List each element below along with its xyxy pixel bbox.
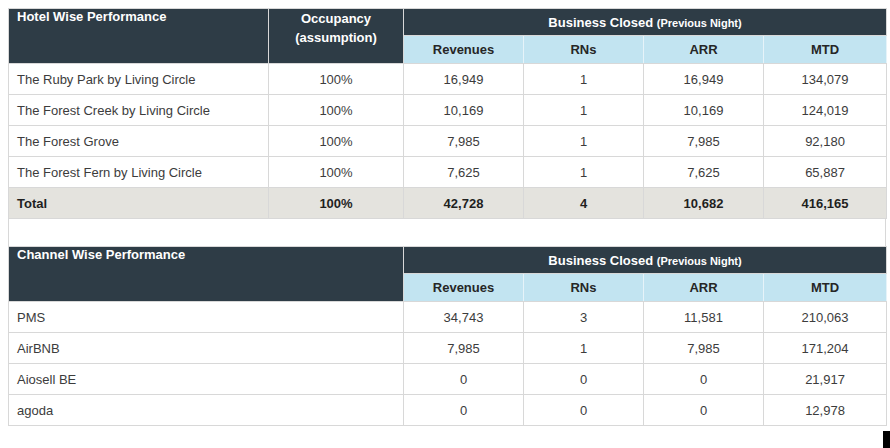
spacer-row xyxy=(8,219,886,246)
mtd-cell: 21,917 xyxy=(764,364,887,395)
revenues-cell: 0 xyxy=(404,395,524,426)
arr-cell: 16,949 xyxy=(644,64,764,95)
table-row: The Forest Fern by Living Circle 100% 7,… xyxy=(9,157,887,188)
channel-name-cell: Aiosell BE xyxy=(9,364,404,395)
table-row: The Forest Creek by Living Circle 100% 1… xyxy=(9,95,887,126)
mtd-cell: 92,180 xyxy=(764,126,887,157)
column-header-rns: RNs xyxy=(524,274,644,302)
previous-night-note: (Previous Night) xyxy=(657,255,742,267)
total-revenues-cell: 42,728 xyxy=(404,188,524,219)
occupancy-cell: 100% xyxy=(269,64,404,95)
revenues-cell: 10,169 xyxy=(404,95,524,126)
rns-cell: 0 xyxy=(524,364,644,395)
hotel-name-cell: The Forest Fern by Living Circle xyxy=(9,157,269,188)
hotel-name-cell: The Forest Creek by Living Circle xyxy=(9,95,269,126)
table-row: The Ruby Park by Living Circle 100% 16,9… xyxy=(9,64,887,95)
column-header-revenues: Revenues xyxy=(404,274,524,302)
rns-cell: 1 xyxy=(524,126,644,157)
mtd-cell: 134,079 xyxy=(764,64,887,95)
previous-night-note: (Previous Night) xyxy=(657,17,742,29)
arr-cell: 7,985 xyxy=(644,333,764,364)
channel-performance-table: Channel Wise Performance Business Closed… xyxy=(8,246,887,426)
rns-cell: 0 xyxy=(524,395,644,426)
rns-cell: 1 xyxy=(524,333,644,364)
mtd-cell: 124,019 xyxy=(764,95,887,126)
column-header-mtd: MTD xyxy=(764,36,887,64)
occupancy-column-header: Occupancy (assumption) xyxy=(269,9,404,64)
revenues-cell: 7,625 xyxy=(404,157,524,188)
column-header-arr: ARR xyxy=(644,36,764,64)
hotel-table-title: Hotel Wise Performance xyxy=(9,9,269,64)
total-occupancy-cell: 100% xyxy=(269,188,404,219)
rns-cell: 3 xyxy=(524,302,644,333)
business-closed-group-header: Business Closed (Previous Night) xyxy=(404,247,887,274)
revenues-cell: 7,985 xyxy=(404,333,524,364)
occupancy-header-line2: (assumption) xyxy=(277,28,395,47)
total-rns-cell: 4 xyxy=(524,188,644,219)
revenues-cell: 34,743 xyxy=(404,302,524,333)
business-closed-label: Business Closed xyxy=(548,253,653,268)
business-closed-group-header: Business Closed (Previous Night) xyxy=(404,9,887,36)
mtd-cell: 65,887 xyxy=(764,157,887,188)
arr-cell: 0 xyxy=(644,395,764,426)
channel-name-cell: agoda xyxy=(9,395,404,426)
column-header-arr: ARR xyxy=(644,274,764,302)
arr-cell: 11,581 xyxy=(644,302,764,333)
table-row: AirBNB 7,985 1 7,985 171,204 xyxy=(9,333,887,364)
mtd-cell: 171,204 xyxy=(764,333,887,364)
hotel-name-cell: The Forest Grove xyxy=(9,126,269,157)
hotel-table-header-row: Hotel Wise Performance Occupancy (assump… xyxy=(9,9,887,36)
cropped-black-artifact xyxy=(883,431,890,448)
channel-table-title: Channel Wise Performance xyxy=(9,247,404,302)
channel-name-cell: AirBNB xyxy=(9,333,404,364)
occupancy-cell: 100% xyxy=(269,95,404,126)
column-header-revenues: Revenues xyxy=(404,36,524,64)
mtd-cell: 210,063 xyxy=(764,302,887,333)
hotel-name-cell: The Ruby Park by Living Circle xyxy=(9,64,269,95)
rns-cell: 1 xyxy=(524,95,644,126)
rns-cell: 1 xyxy=(524,64,644,95)
occupancy-cell: 100% xyxy=(269,126,404,157)
total-label-cell: Total xyxy=(9,188,269,219)
column-header-mtd: MTD xyxy=(764,274,887,302)
business-closed-label: Business Closed xyxy=(548,15,653,30)
total-arr-cell: 10,682 xyxy=(644,188,764,219)
total-mtd-cell: 416,165 xyxy=(764,188,887,219)
revenues-cell: 0 xyxy=(404,364,524,395)
total-row: Total 100% 42,728 4 10,682 416,165 xyxy=(9,188,887,219)
revenues-cell: 16,949 xyxy=(404,64,524,95)
revenues-cell: 7,985 xyxy=(404,126,524,157)
arr-cell: 10,169 xyxy=(644,95,764,126)
table-row: Aiosell BE 0 0 0 21,917 xyxy=(9,364,887,395)
occupancy-cell: 100% xyxy=(269,157,404,188)
channel-table-header-row: Channel Wise Performance Business Closed… xyxy=(9,247,887,274)
arr-cell: 7,625 xyxy=(644,157,764,188)
table-row: PMS 34,743 3 11,581 210,063 xyxy=(9,302,887,333)
occupancy-header-line1: Occupancy xyxy=(277,9,395,28)
mtd-cell: 12,978 xyxy=(764,395,887,426)
table-row: The Forest Grove 100% 7,985 1 7,985 92,1… xyxy=(9,126,887,157)
arr-cell: 7,985 xyxy=(644,126,764,157)
table-row: agoda 0 0 0 12,978 xyxy=(9,395,887,426)
column-header-rns: RNs xyxy=(524,36,644,64)
report-canvas: Hotel Wise Performance Occupancy (assump… xyxy=(8,8,887,426)
hotel-performance-table: Hotel Wise Performance Occupancy (assump… xyxy=(8,8,887,219)
arr-cell: 0 xyxy=(644,364,764,395)
rns-cell: 1 xyxy=(524,157,644,188)
channel-name-cell: PMS xyxy=(9,302,404,333)
